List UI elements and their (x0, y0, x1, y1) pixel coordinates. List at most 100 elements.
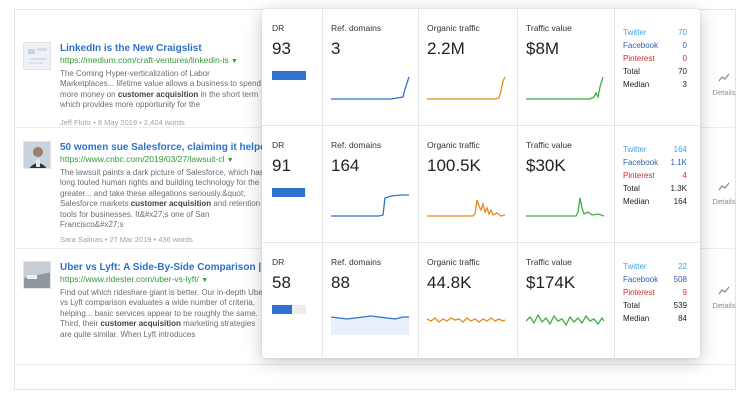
traffic-value-cell[interactable]: Traffic value $30K (518, 126, 614, 242)
median-row: Median 164 (623, 197, 687, 206)
article-thumbnail[interactable] (23, 141, 51, 169)
ref-domains-value: 88 (331, 273, 350, 292)
ref-domains-sparkline (331, 315, 409, 335)
traffic-value-sparkline (526, 76, 604, 100)
ref-domains-label: Ref. domains (331, 23, 382, 33)
dr-label: DR (272, 140, 285, 150)
dr-label: DR (272, 257, 285, 267)
social-shares: Twitter 70 Facebook 0 Pinterest 0 Total 70 M… (623, 26, 687, 91)
traffic-value-label: Traffic value (526, 257, 572, 267)
ref-domains-sparkline (331, 194, 409, 217)
caret-down-icon[interactable]: ▼ (231, 58, 238, 65)
facebook-row[interactable]: Facebook 1.1K (623, 158, 687, 167)
metrics-row: DR 93 Ref. domains 3 Organic traffic 2.2… (262, 9, 700, 125)
metrics-row: DR 58 Ref. domains 88 Organic traffic 44… (262, 243, 700, 359)
dr-bar (272, 188, 306, 197)
details-button[interactable]: Details (709, 182, 739, 206)
organic-traffic-label: Organic traffic (427, 257, 480, 267)
article-title-link[interactable]: Uber vs Lyft: A Side-By-Side Comparison … (60, 262, 266, 273)
organic-traffic-value: 44.8K (427, 273, 472, 292)
facebook-row[interactable]: Facebook 508 (623, 275, 687, 284)
organic-traffic-cell[interactable]: Organic traffic 44.8K (419, 243, 517, 359)
article-title-link[interactable]: LinkedIn is the New Craigslist (60, 43, 202, 54)
twitter-row[interactable]: Twitter 22 (623, 262, 687, 271)
details-button[interactable]: Details (709, 73, 739, 97)
organic-traffic-sparkline (427, 317, 506, 323)
traffic-value-label: Traffic value (526, 23, 572, 33)
dr-value: 93 (272, 39, 291, 58)
dr-bar (272, 305, 306, 314)
ref-domains-cell[interactable]: Ref. domains 164 (323, 126, 418, 242)
organic-traffic-label: Organic traffic (427, 23, 480, 33)
pinterest-row[interactable]: Pinterest 9 (623, 288, 687, 297)
dr-value: 91 (272, 156, 291, 175)
article-thumbnail[interactable] (23, 42, 51, 70)
article-snippet: The Coming Hyper-verticalization of Labo… (60, 69, 261, 110)
article-url-link[interactable]: https://www.cnbc.com/2019/03/27/lawsuit-… (60, 154, 234, 164)
twitter-row[interactable]: Twitter 164 (623, 145, 687, 154)
organic-traffic-cell[interactable]: Organic traffic 2.2M (419, 9, 517, 125)
dr-value: 58 (272, 273, 291, 292)
traffic-value-value: $174K (526, 273, 576, 292)
trend-line-icon (718, 286, 730, 295)
facebook-row[interactable]: Facebook 0 (623, 41, 687, 50)
median-row: Median 84 (623, 314, 687, 323)
traffic-value-sparkline (526, 313, 605, 327)
metrics-row: DR 91 Ref. domains 164 Organic traffic 1… (262, 126, 700, 242)
article-url-link[interactable]: https://www.ridester.com/uber-vs-lyft/ ▼ (60, 274, 209, 284)
pinterest-row[interactable]: Pinterest 0 (623, 54, 687, 63)
details-label: Details (712, 301, 736, 310)
dr-bar-fill (272, 305, 292, 314)
dr-cell: DR 91 (262, 126, 322, 242)
dr-bar-fill (272, 71, 306, 80)
organic-traffic-value: 100.5K (427, 156, 481, 175)
ref-domains-value: 164 (331, 156, 360, 175)
article-snippet: The lawsuit paints a dark picture of Sal… (60, 168, 264, 230)
trend-line-icon (718, 73, 730, 82)
trend-line-icon (718, 182, 730, 191)
dr-bar (272, 71, 306, 80)
twitter-row[interactable]: Twitter 70 (623, 28, 687, 37)
traffic-value-value: $30K (526, 156, 566, 175)
total-row: Total 1.3K (623, 184, 687, 193)
total-row: Total 70 (623, 67, 687, 76)
traffic-value-cell[interactable]: Traffic value $174K (518, 243, 614, 359)
median-row: Median 3 (623, 80, 687, 89)
total-row: Total 539 (623, 301, 687, 310)
social-shares: Twitter 22 Facebook 508 Pinterest 9 Total 53… (623, 260, 687, 325)
social-shares: Twitter 164 Facebook 1.1K Pinterest 4 Total… (623, 143, 687, 208)
article-title-link[interactable]: 50 women sue Salesforce, claiming it hel… (60, 142, 266, 153)
ref-domains-value: 3 (331, 39, 341, 58)
caret-down-icon[interactable]: ▼ (201, 277, 209, 284)
traffic-value-cell[interactable]: Traffic value $8M (518, 9, 614, 125)
organic-traffic-label: Organic traffic (427, 140, 480, 150)
dr-label: DR (272, 23, 285, 33)
details-label: Details (712, 197, 736, 206)
organic-traffic-cell[interactable]: Organic traffic 100.5K (419, 126, 517, 242)
caret-down-icon[interactable]: ▼ (226, 157, 234, 164)
traffic-value-value: $8M (526, 39, 560, 58)
pinterest-row[interactable]: Pinterest 4 (623, 171, 687, 180)
dr-cell: DR 58 (262, 243, 322, 359)
dr-bar-fill (272, 188, 306, 197)
ref-domains-sparkline (331, 76, 410, 100)
organic-traffic-sparkline (427, 199, 506, 217)
ref-domains-cell[interactable]: Ref. domains 88 (323, 243, 418, 359)
organic-traffic-sparkline (427, 76, 506, 100)
traffic-value-sparkline (526, 197, 605, 217)
ref-domains-label: Ref. domains (331, 257, 382, 267)
dr-cell: DR 93 (262, 9, 322, 125)
details-label: Details (712, 88, 736, 97)
metrics-popover: DR 93 Ref. domains 3 Organic traffic 2.2… (262, 9, 700, 359)
article-url-link[interactable]: https://medium.com/craft-ventures/linked… (60, 55, 238, 65)
article-snippet: Find out which rideshare giant is better… (60, 288, 266, 339)
ref-domains-label: Ref. domains (331, 140, 382, 150)
row-divider (15, 364, 737, 365)
article-meta: Jeff Fluhr • 8 May 2019 • 2,424 words (60, 117, 185, 127)
traffic-value-label: Traffic value (526, 140, 572, 150)
article-meta: Sara Salinas • 27 Mar 2019 • 436 words (60, 235, 193, 245)
ref-domains-cell[interactable]: Ref. domains 3 (323, 9, 418, 125)
organic-traffic-value: 2.2M (427, 39, 465, 58)
article-thumbnail[interactable] (23, 261, 51, 289)
details-button[interactable]: Details (709, 286, 739, 310)
